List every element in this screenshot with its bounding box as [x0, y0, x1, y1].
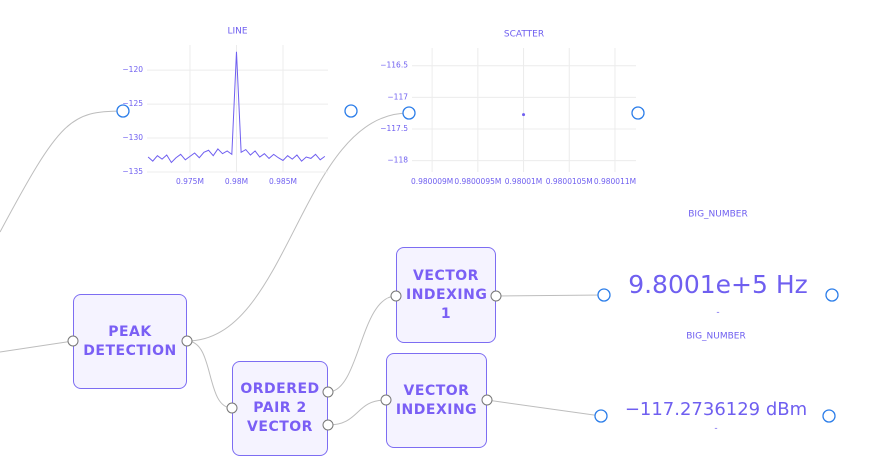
y-tick-label: −125: [122, 99, 143, 108]
x-tick-label: 0.980011M: [594, 177, 636, 186]
edge: [327, 399, 387, 426]
x-tick-label: 0.98M: [225, 177, 248, 186]
big-number-sub: -: [716, 308, 719, 318]
big-number-value: −117.2736129 dBm: [625, 399, 807, 420]
edge: [0, 110, 124, 233]
edge: [327, 295, 397, 393]
node-label: ORDERED PAIR 2 VECTOR: [240, 381, 320, 435]
edge: [0, 340, 74, 353]
node-label: VECTOR INDEXING: [395, 382, 478, 418]
x-tick-label: 0.9800095M: [454, 177, 501, 186]
line-series: [147, 51, 326, 164]
edge: [186, 112, 410, 342]
node[interactable]: ORDERED PAIR 2 VECTOR: [232, 361, 328, 456]
big-number-sub: -: [714, 424, 717, 434]
x-tick-label: 0.975M: [176, 177, 204, 186]
node[interactable]: PEAK DETECTION: [73, 294, 187, 389]
chart-title: LINE: [227, 27, 247, 37]
node[interactable]: VECTOR INDEXING: [386, 353, 487, 448]
y-tick-label: −135: [122, 167, 143, 176]
y-tick-label: −118: [387, 156, 408, 165]
x-tick-label: 0.9800105M: [546, 177, 593, 186]
x-tick-label: 0.985M: [269, 177, 297, 186]
y-tick-label: −130: [122, 133, 143, 142]
x-tick-label: 0.980009M: [411, 177, 453, 186]
y-tick-label: −120: [122, 65, 143, 74]
scatter-point: [522, 113, 526, 117]
y-tick-label: −117: [387, 92, 408, 101]
big-number-title: BIG_NUMBER: [686, 332, 746, 342]
chart-title: SCATTER: [504, 30, 544, 40]
edge: [486, 399, 602, 417]
y-tick-label: −117.5: [380, 124, 408, 133]
node-label: PEAK DETECTION: [83, 323, 177, 359]
y-tick-label: −116.5: [380, 61, 408, 70]
edge: [186, 340, 233, 409]
x-tick-label: 0.98001M: [505, 177, 543, 186]
node[interactable]: VECTOR INDEXING 1: [396, 247, 496, 343]
edge: [495, 294, 605, 297]
big-number-value: 9.8001e+5 Hz: [628, 270, 808, 299]
big-number-title: BIG_NUMBER: [688, 210, 748, 220]
node-label: VECTOR INDEXING 1: [406, 267, 488, 322]
